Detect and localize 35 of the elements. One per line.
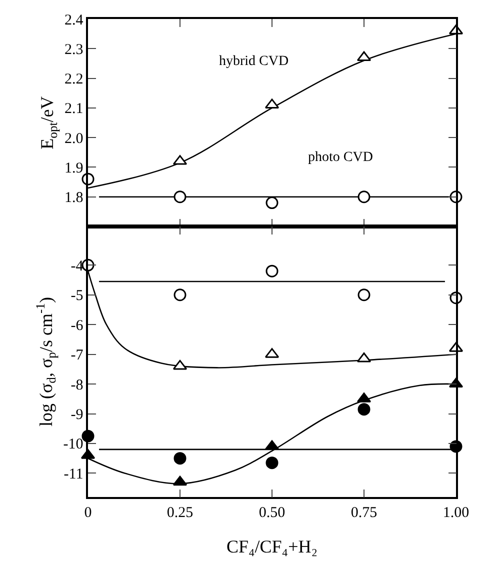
y-tick-label: -6 [70,318,84,334]
point [266,456,278,470]
y-tick-label: -11 [64,466,84,482]
point [172,476,188,486]
y-tick-label: 2.1 [64,101,84,118]
point [358,403,370,416]
x-tick-label: 1.00 [442,504,470,521]
point [266,196,278,210]
y-tick-label: -5 [70,288,84,304]
y-tick-label: -9 [70,407,84,424]
y-tick-label: -4 [70,258,84,274]
annotation: photo CVD [308,150,373,165]
point [266,264,278,278]
x-tick-label: 0.25 [166,504,194,521]
y-tick-label: -8 [70,377,84,394]
x-axis-title: CF₄/CF₄+H₂ [226,536,318,556]
y-tick-label: -7 [70,348,84,364]
y-tick-label: 2.2 [64,72,84,88]
point [174,288,186,302]
point [174,452,186,465]
annotation: hybrid CVD [219,54,289,69]
point [174,190,186,204]
x-tick-label: 0.75 [350,504,378,521]
y-tick-label: 1.8 [64,190,84,206]
y-tick-label: 2.4 [64,12,84,28]
y-tick-label: 2.3 [64,42,84,58]
y-tick-label: -10 [63,436,84,453]
point [358,288,370,302]
point [358,190,370,204]
point [172,360,188,370]
x-tick-label: 0 [84,504,92,521]
y-tick-label: 1.9 [64,160,84,176]
point [356,51,372,62]
y-tick-label: 2.0 [64,130,84,147]
x-tick-label: 0.50 [258,504,286,521]
